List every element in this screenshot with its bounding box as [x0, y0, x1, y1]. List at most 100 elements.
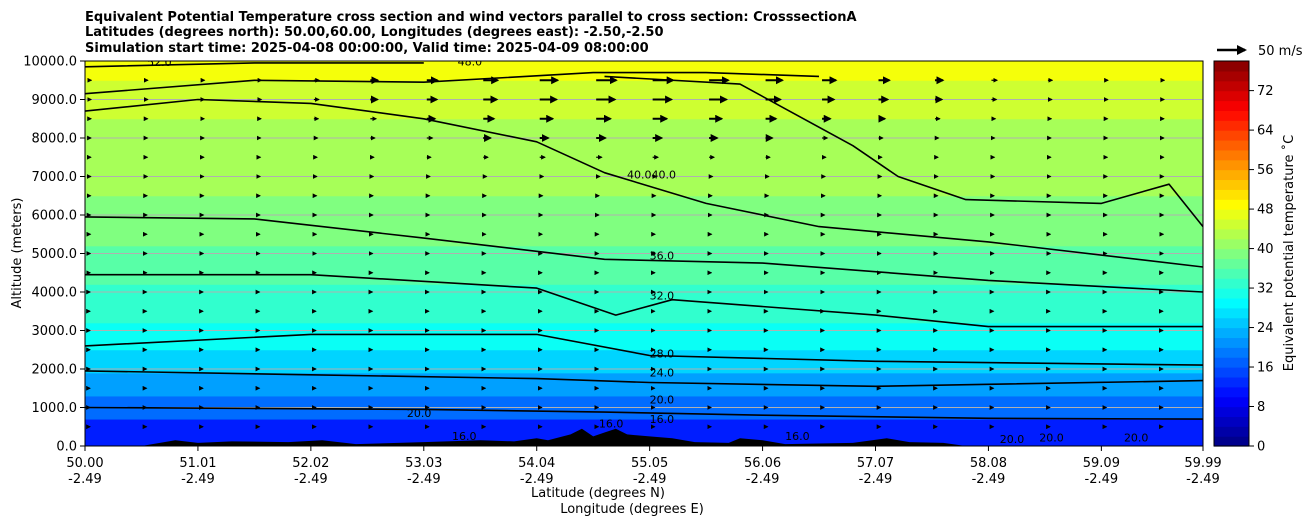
- contour-label: 20.0: [1000, 433, 1025, 446]
- colorbar-segment: [1214, 357, 1249, 368]
- colorbar-segment: [1214, 347, 1249, 358]
- chart-title-line2: Latitudes (degrees north): 50.00,60.00, …: [85, 25, 664, 40]
- colorbar: [1214, 61, 1249, 447]
- colorbar-segment: [1214, 61, 1249, 72]
- y-tick-label: 5000.0: [32, 247, 78, 262]
- colorbar-segment: [1214, 199, 1249, 210]
- x-tick-label-lat: 54.04: [518, 456, 555, 471]
- contour-label: 24.0: [650, 367, 675, 380]
- colorbar-tick-label: 40: [1257, 242, 1274, 257]
- y-tick-label: 10000.0: [23, 55, 77, 70]
- contour-label: 36.0: [650, 249, 675, 262]
- x-axis: 50.00-2.4951.01-2.4952.02-2.4953.03-2.49…: [66, 446, 1222, 487]
- x-tick-label-lat: 55.05: [631, 456, 668, 471]
- colorbar-segment: [1214, 110, 1249, 121]
- colorbar-frame: [1213, 60, 1250, 447]
- colorbar-segment: [1214, 100, 1249, 111]
- y-tick-label: 9000.0: [32, 93, 78, 108]
- contour-label: 16.0: [785, 430, 810, 443]
- fill-band: [85, 245, 1203, 285]
- colorbar-segment: [1214, 268, 1249, 279]
- contour-label: 48.0: [458, 56, 483, 69]
- chart-title-line1: Equivalent Potential Temperature cross s…: [85, 10, 857, 25]
- colorbar-segment: [1214, 70, 1249, 82]
- contour-label: 16.0: [452, 430, 477, 443]
- y-tick-label: 7000.0: [32, 170, 78, 185]
- colorbar-segment: [1214, 396, 1249, 408]
- colorbar-segment: [1214, 149, 1249, 161]
- y-tick-label: 4000.0: [32, 286, 78, 301]
- colorbar-ticks: 0 8 16 24 32 40 48 56 64 72: [1249, 84, 1274, 455]
- x-tick-label-lon: -2.49: [407, 472, 441, 487]
- colorbar-segment: [1214, 90, 1249, 102]
- y-axis-label: Altitude (meters): [10, 198, 25, 309]
- colorbar-segment: [1214, 436, 1249, 447]
- contour-line: [85, 71, 820, 95]
- x-tick-label-lon: -2.49: [1085, 472, 1119, 487]
- x-tick-label-lon: -2.49: [1186, 472, 1220, 487]
- contour-line: [85, 98, 1203, 268]
- x-tick-label-lat: 52.02: [292, 456, 329, 471]
- colorbar-segment: [1214, 386, 1249, 398]
- x-tick-label-lat: 53.03: [405, 456, 442, 471]
- colorbar-tick-label: 24: [1257, 321, 1274, 336]
- colorbar-segment: [1214, 130, 1249, 141]
- colorbar-segment: [1214, 228, 1249, 240]
- colorbar-tick-label: 16: [1257, 361, 1274, 376]
- fill-band: [85, 284, 1203, 324]
- fill-band: [85, 118, 1203, 197]
- x-tick-label-lon: -2.49: [520, 472, 554, 487]
- colorbar-segment: [1214, 258, 1249, 269]
- contour-label: 16.0: [650, 413, 675, 426]
- colorbar-segment: [1214, 406, 1249, 417]
- colorbar-segment: [1214, 297, 1249, 309]
- colorbar-segment: [1214, 179, 1249, 190]
- y-tick-label: 2000.0: [32, 363, 78, 378]
- contour-line: [85, 273, 1203, 328]
- colorbar-segment: [1214, 120, 1249, 131]
- contour-line: [85, 333, 1203, 366]
- colorbar-segment: [1214, 317, 1249, 329]
- terrain-profile: [141, 428, 966, 446]
- colorbar-tick-label: 72: [1257, 84, 1274, 99]
- y-tick-label: 6000.0: [32, 209, 78, 224]
- x-tick-label-lat: 56.06: [744, 456, 781, 471]
- chart-title-line3: Simulation start time: 2025-04-08 00:00:…: [85, 41, 649, 56]
- x-axis-label-latitude: Latitude (degrees N): [531, 486, 665, 501]
- contour-line: [85, 216, 1203, 293]
- x-tick-label-lon: -2.49: [294, 472, 328, 487]
- contour-label: 40.040.0: [627, 168, 676, 181]
- contour-labels: 52.0 48.0 40.040.0 36.0 32.0 28.0 24.0 20.0 20.0…: [147, 56, 1149, 446]
- colorbar-tick-label: 48: [1257, 203, 1274, 218]
- x-tick-label-lon: -2.49: [972, 472, 1006, 487]
- contour-label: 20.0: [1039, 431, 1064, 444]
- quiver-key-label: 50 m/s: [1258, 44, 1303, 59]
- plot-area: 52.0 48.0 40.040.0 36.0 32.0 28.0 24.0 20.0 20.0…: [85, 56, 1203, 446]
- colorbar-segment: [1214, 376, 1249, 388]
- contour-line: [604, 75, 1203, 228]
- x-tick-label-lon: -2.49: [746, 472, 780, 487]
- colorbar-label: Equivalent potential temperature ˚C: [1281, 135, 1297, 371]
- fill-band: [85, 349, 1203, 374]
- colorbar-tick-label: 56: [1257, 163, 1274, 178]
- colorbar-segment: [1214, 80, 1249, 92]
- colorbar-segment: [1214, 218, 1249, 230]
- y-axis: 0.0 1000.0 2000.0 3000.0 4000.0 5000.0 6000.0 7…: [23, 55, 85, 455]
- colorbar-segment: [1214, 307, 1249, 319]
- contour-lines: [85, 62, 1203, 420]
- colorbar-segment: [1214, 189, 1249, 200]
- contour-label: 16.0: [599, 418, 624, 431]
- contour-label: 20.0: [650, 394, 675, 407]
- colorbar-segment: [1214, 337, 1249, 348]
- y-tick-label: 8000.0: [32, 132, 78, 147]
- contour-label: 20.0: [1124, 431, 1149, 444]
- colorbar-segment: [1214, 248, 1249, 260]
- contour-line: [85, 370, 1203, 388]
- x-tick-label-lat: 57.07: [857, 456, 894, 471]
- colorbar-segment: [1214, 238, 1249, 250]
- contour-label: 20.0: [407, 407, 432, 420]
- colorbar-segment: [1214, 426, 1249, 437]
- terrain: [141, 428, 966, 446]
- colorbar-tick-label: 0: [1257, 440, 1265, 455]
